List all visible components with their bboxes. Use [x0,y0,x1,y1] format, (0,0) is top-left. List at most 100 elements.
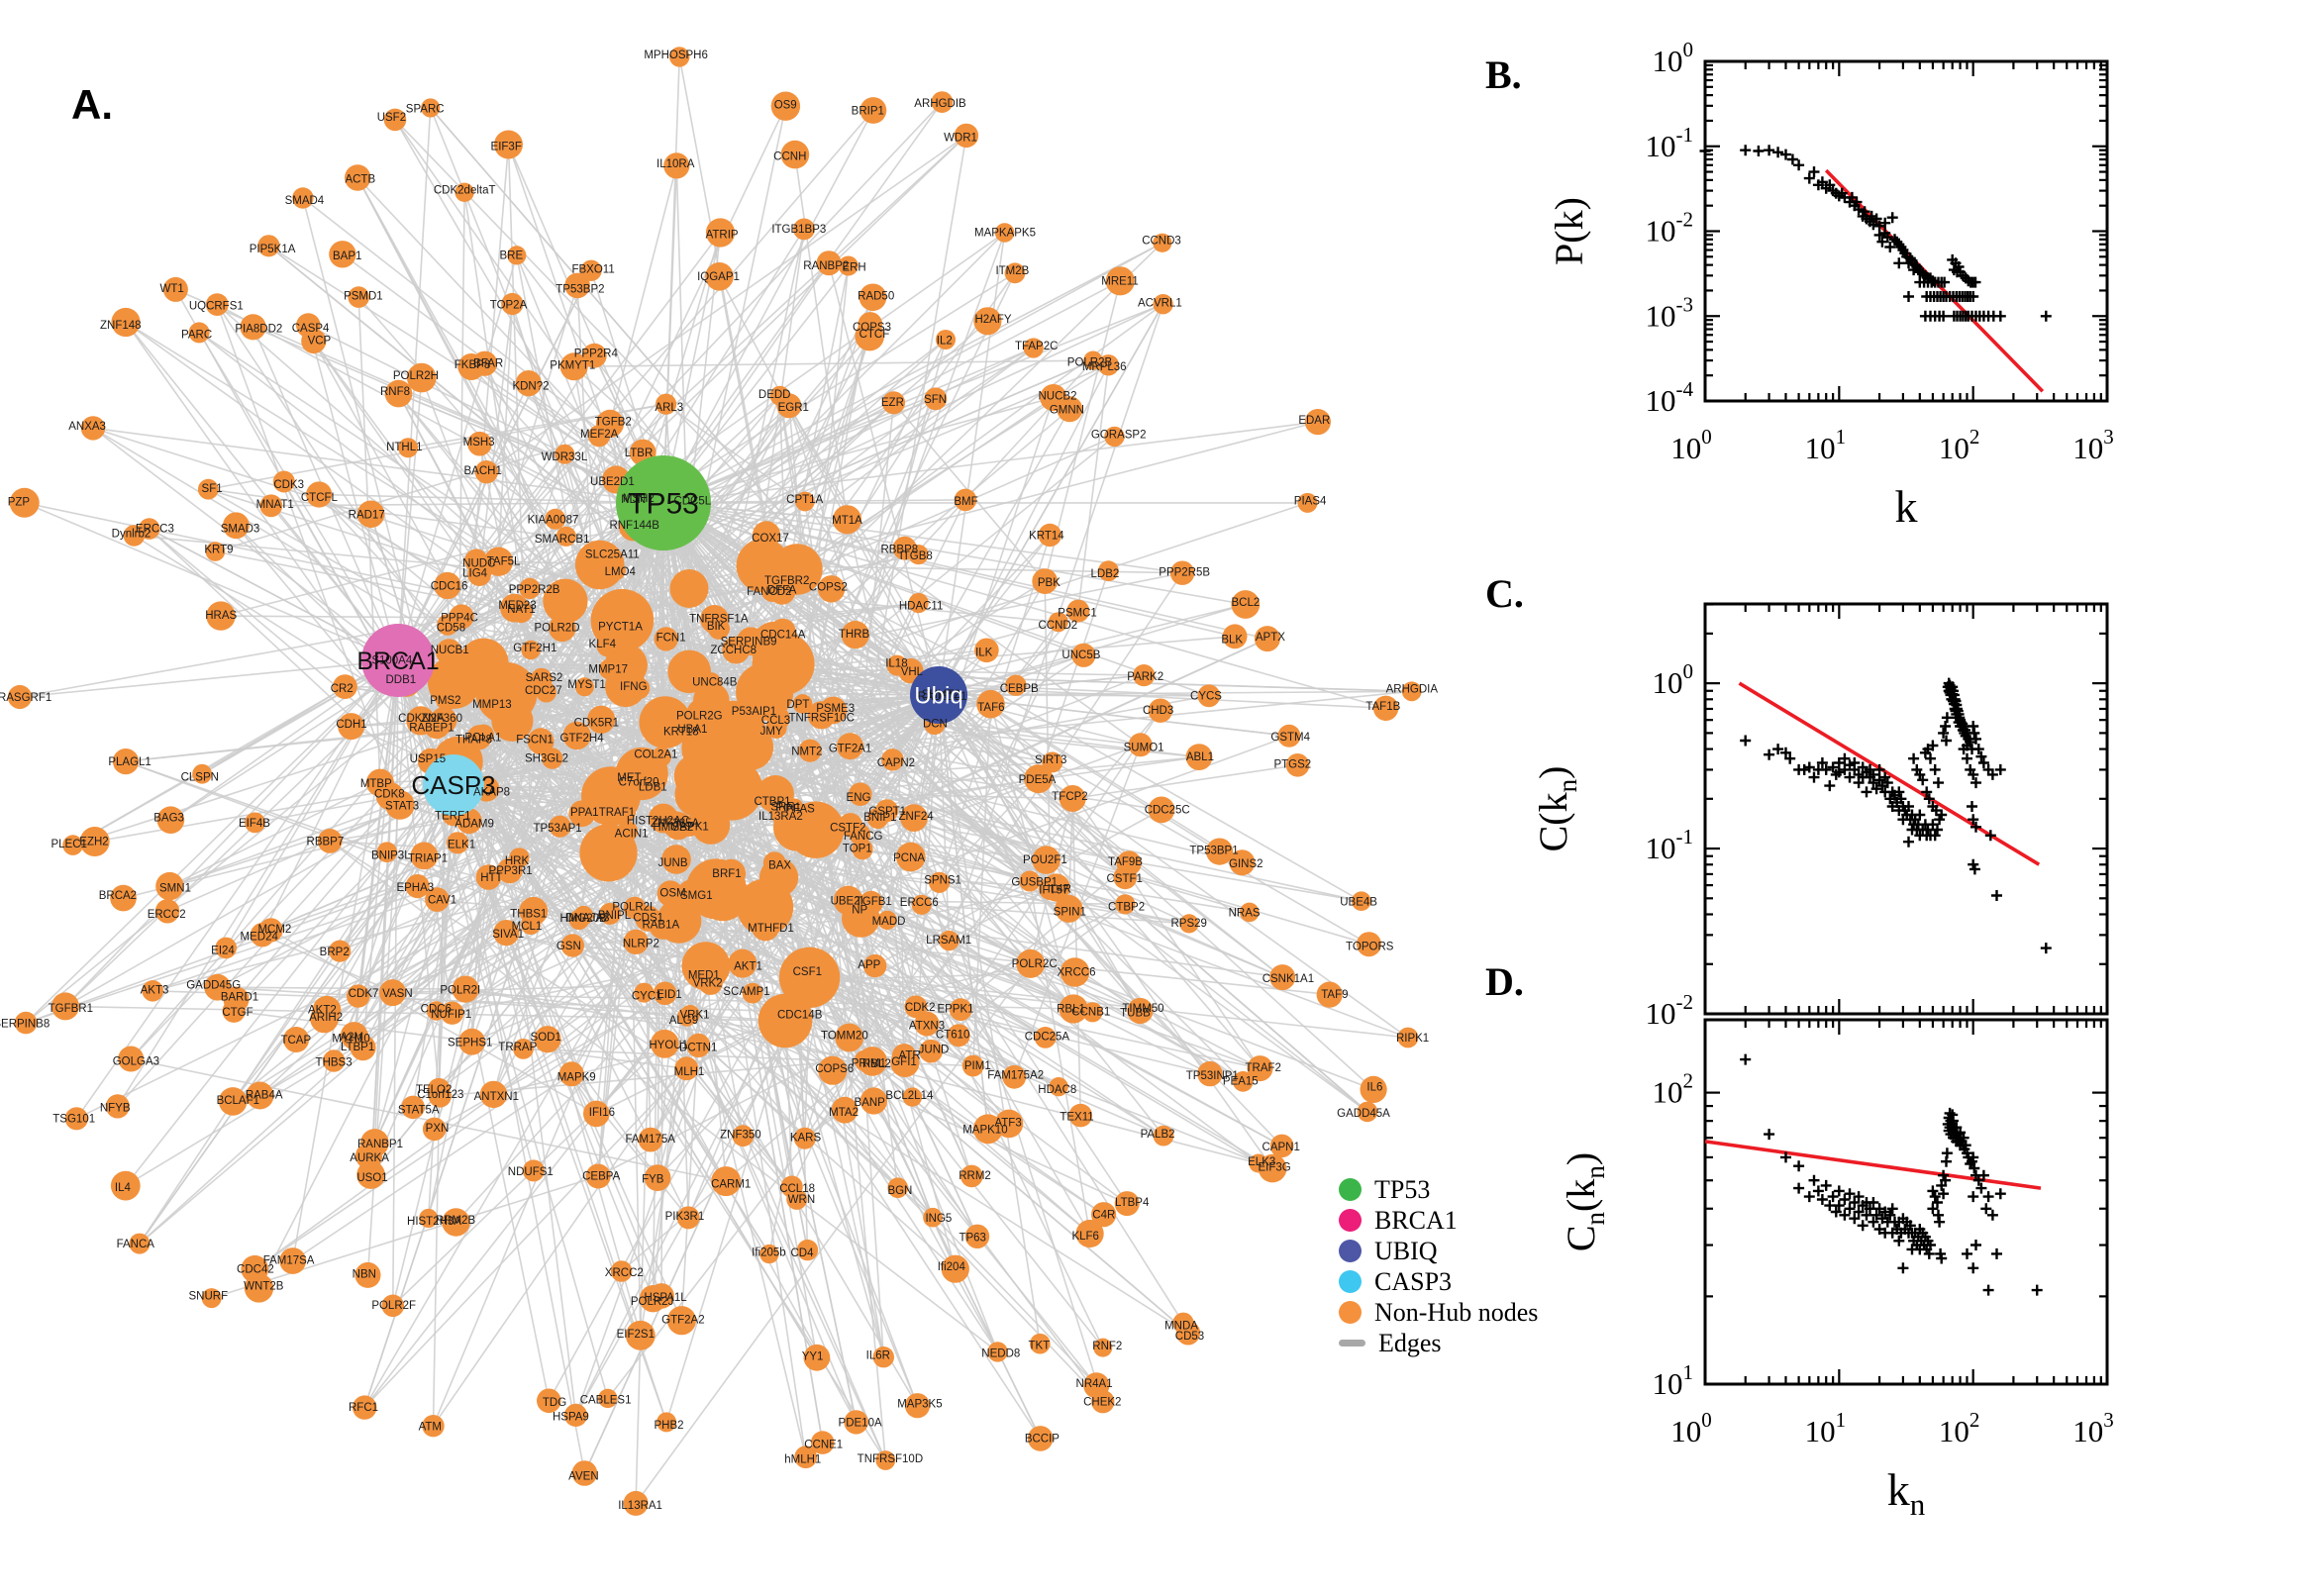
node-label: CCND2 [1038,620,1077,632]
node-swatch-icon [1339,1270,1362,1293]
network-node [939,930,960,951]
network-edge [1029,880,1091,1235]
network-node [7,684,33,710]
node-label: POLR2F [371,1300,416,1312]
tick-label: 102 [1939,1408,1979,1448]
network-node [941,1254,969,1283]
tick-label: 100 [1670,1408,1712,1448]
node-label: CDC6 [421,1004,452,1016]
node-label: ATRIP [706,229,739,241]
node-label: RASGRF1 [0,692,51,704]
node-label: ATR [899,1050,921,1062]
node-label: HTT [480,872,502,884]
scatter-point [1929,763,1941,775]
node-label: CDK5R1 [574,718,619,730]
network-node [425,887,450,912]
scatter-point [1881,232,1893,244]
network-node [849,823,871,846]
network-node [796,1239,819,1261]
network-edge [1077,364,1110,612]
node-label: IL6 [1366,1082,1382,1094]
node-label: MCL1 [512,921,543,933]
network-node [859,1087,888,1115]
network-node [123,525,146,547]
network-node [1034,1027,1057,1048]
network-node [464,549,488,573]
network-edge [573,359,1093,368]
network-edge [714,654,1084,785]
network-node [656,880,684,907]
network-node [192,763,213,784]
network-edge [625,636,1236,688]
node-label: SMN1 [159,883,191,895]
node-label: AKT2 [308,1005,337,1017]
network-node [493,920,520,947]
node-label: C7orf20 [619,777,659,789]
network-edge [397,272,1016,661]
scatter-point [1970,1240,1981,1250]
network-edge [609,165,678,425]
scatter-point [1844,1203,1856,1215]
node-label: HMGB2 [653,822,693,834]
network-node [494,130,523,159]
node-label: PPA1 [570,807,599,819]
network-edge [270,929,597,1115]
node-label: CDC16 [431,581,468,593]
network-node [354,1261,381,1288]
node-label: FAM175A2 [987,1070,1044,1082]
network-node [156,806,185,834]
y-axis-label: Cn(kn) [1559,1152,1610,1251]
network-edge [938,694,1209,697]
network-node [188,322,210,344]
network-node [447,832,469,854]
network-edge [354,659,399,1038]
node-label: UQCRFS1 [189,301,244,313]
node-label: ARHGDIA [1386,684,1439,696]
node-label: PPP3R1 [489,865,533,877]
network-node [605,614,633,642]
node-label: VCP [308,336,332,348]
legend-item-label: TP53 [1374,1174,1431,1204]
scatter-point [1940,721,1952,732]
node-label: CHEK2 [1083,1396,1121,1408]
network-node [436,639,462,665]
node-label: TOMM20 [821,1031,868,1043]
network-edge [714,695,1210,785]
network-edge [662,165,678,504]
network-edge [198,332,399,661]
scatter-point [1884,242,1896,252]
network-node [872,1347,894,1368]
network-node [241,1254,269,1283]
network-node [759,1244,779,1264]
network-edge [397,659,1091,1235]
node-label: SMAD4 [285,195,325,207]
network-edge [662,242,1163,504]
scatter-point [1861,786,1872,798]
network-edge [453,784,598,1115]
scatter-point [1972,1174,1984,1186]
network-edge [571,945,1189,1334]
node-label: BRCA2 [99,890,137,902]
tick-label: 101 [1653,1360,1694,1401]
node-label: GOLGA3 [113,1055,159,1067]
scatter-point [1994,763,2006,775]
node-label: ACTB [345,174,375,186]
node-label: MET [617,772,641,784]
node-label: MAPK9 [557,1072,596,1084]
network-node [770,91,801,121]
network-node [752,521,781,549]
scatter-point [1824,780,1836,792]
network-node [803,1344,831,1371]
scatter-point [1975,1182,1987,1194]
node-label: RBL1 [1057,1003,1085,1015]
network-node [617,821,639,842]
network-node [434,571,461,600]
node-label: SF1 [202,483,223,495]
scatter-point [1816,757,1828,768]
node-label: MADD [872,916,906,928]
network-node [564,272,590,299]
network-node [807,701,836,730]
node-label: ARIH2 [309,1012,343,1024]
node-label: LRSAM1 [926,935,971,947]
node-label: TGFBR2 [764,575,809,587]
